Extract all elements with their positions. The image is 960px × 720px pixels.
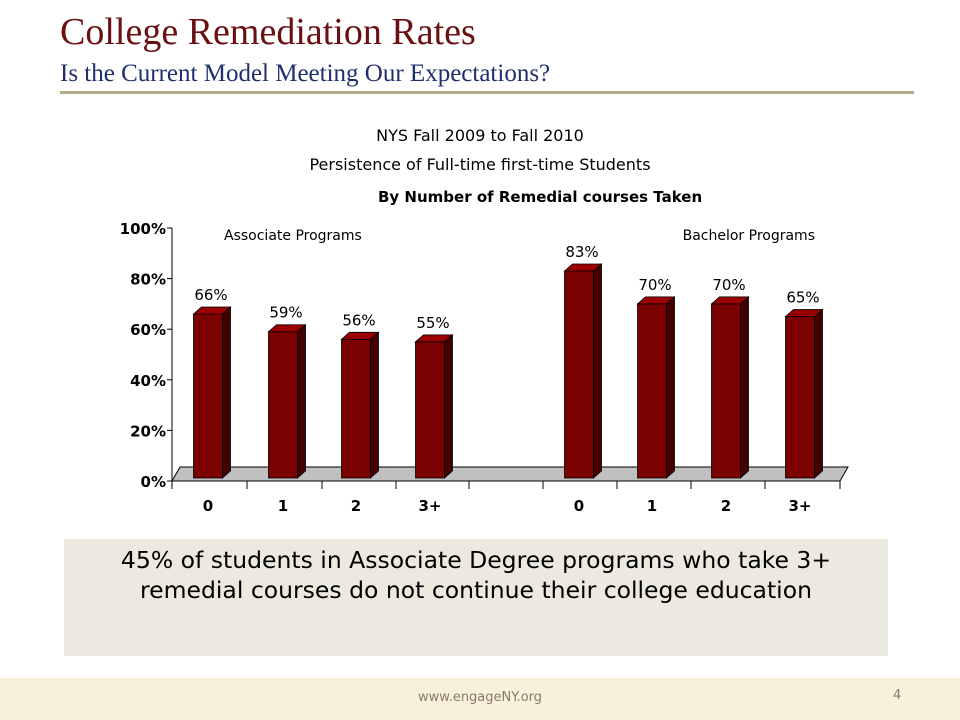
bar bbox=[341, 338, 371, 479]
data-label: 56% bbox=[342, 311, 375, 329]
bar bbox=[711, 303, 741, 479]
chart-title-line-2: Persistence of Full-time first-time Stud… bbox=[309, 155, 651, 174]
category-label: 0 bbox=[574, 497, 584, 515]
category-label: 1 bbox=[647, 497, 657, 515]
category-label: 2 bbox=[721, 497, 731, 515]
data-label: 55% bbox=[416, 314, 449, 332]
title-divider bbox=[60, 91, 914, 94]
bar-top bbox=[710, 296, 750, 305]
bar bbox=[193, 313, 223, 479]
bar-side bbox=[370, 331, 379, 479]
footer-url[interactable]: www.engageNY.org bbox=[417, 690, 543, 705]
slide-title: College Remediation Rates bbox=[60, 11, 476, 53]
data-label: 70% bbox=[638, 276, 671, 294]
y-tick-label: 20% bbox=[130, 422, 166, 440]
data-label: 66% bbox=[194, 286, 227, 304]
y-tick-label: 100% bbox=[120, 220, 166, 238]
data-label: 65% bbox=[786, 289, 819, 307]
bar bbox=[637, 303, 667, 479]
bar-side bbox=[666, 296, 675, 479]
group-label: Associate Programs bbox=[224, 228, 362, 244]
category-label: 3+ bbox=[418, 497, 441, 515]
bar bbox=[268, 331, 298, 479]
group-label: Bachelor Programs bbox=[683, 228, 815, 244]
data-label: 70% bbox=[712, 276, 745, 294]
chart-title-line-3: By Number of Remedial courses Taken bbox=[378, 188, 703, 206]
y-tick-label: 80% bbox=[130, 271, 166, 289]
bar-side bbox=[814, 308, 823, 479]
category-label: 0 bbox=[203, 497, 213, 515]
bar-top bbox=[414, 334, 454, 343]
bar-side bbox=[740, 296, 749, 479]
bar-side bbox=[297, 323, 306, 479]
page-number: 4 bbox=[893, 688, 902, 703]
bar-top bbox=[267, 324, 307, 333]
bar-side bbox=[593, 263, 602, 479]
category-label: 3+ bbox=[788, 497, 811, 515]
data-label: 59% bbox=[269, 304, 302, 322]
bar bbox=[564, 270, 594, 479]
bar-top bbox=[563, 263, 603, 272]
y-tick-label: 0% bbox=[141, 473, 166, 491]
bar-top bbox=[636, 296, 676, 305]
footer-band bbox=[0, 678, 960, 720]
chart-title-line-1: NYS Fall 2009 to Fall 2010 bbox=[376, 126, 584, 145]
bar-top bbox=[340, 331, 380, 340]
category-label: 1 bbox=[278, 497, 288, 515]
bar-side bbox=[444, 333, 453, 479]
bar bbox=[785, 316, 815, 479]
bar-top bbox=[784, 309, 824, 317]
category-label: 2 bbox=[351, 497, 361, 515]
y-tick-label: 40% bbox=[130, 372, 166, 390]
callout-box: 45% of students in Associate Degree prog… bbox=[64, 539, 888, 656]
data-label: 83% bbox=[565, 243, 598, 261]
slide-subtitle: Is the Current Model Meeting Our Expecta… bbox=[60, 60, 551, 87]
bar-side bbox=[222, 306, 231, 479]
bar bbox=[415, 341, 445, 479]
bar-top bbox=[192, 306, 232, 315]
y-tick-label: 60% bbox=[130, 321, 166, 339]
bar-chart: 0% 20% 40% 60% 80% 100% Associate Programs Bach… bbox=[120, 220, 849, 515]
